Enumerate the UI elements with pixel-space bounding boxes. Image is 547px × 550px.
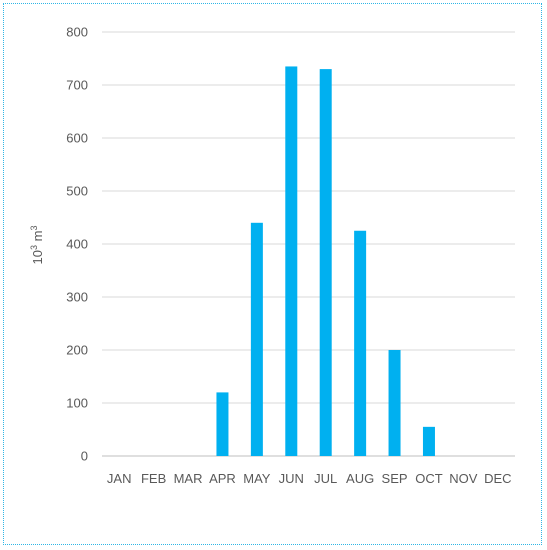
y-axis-label-base: 10 <box>30 250 45 264</box>
y-tick-label: 500 <box>66 184 88 199</box>
x-tick-label: JUL <box>314 471 337 486</box>
x-tick-label: MAY <box>243 471 271 486</box>
gridlines <box>102 31 515 457</box>
x-tick-label: MAR <box>174 471 203 486</box>
x-tick-label: JUN <box>279 471 304 486</box>
chart-frame <box>3 3 542 545</box>
bar-apr <box>216 392 229 456</box>
y-tick-label: 400 <box>66 237 88 252</box>
y-tick-label: 600 <box>66 131 88 146</box>
bar-jul <box>319 69 332 456</box>
bars <box>216 66 435 456</box>
bar-oct <box>422 426 435 456</box>
x-tick-label: DEC <box>484 471 511 486</box>
x-tick-label: AUG <box>346 471 374 486</box>
y-axis-label: 103 m3 <box>29 226 45 265</box>
x-tick-label: OCT <box>415 471 443 486</box>
y-axis-label-unit: m <box>30 231 45 245</box>
y-tick-label: 300 <box>66 290 88 305</box>
x-tick-label: JAN <box>107 471 132 486</box>
y-tick-label: 200 <box>66 343 88 358</box>
y-tick-label: 700 <box>66 78 88 93</box>
bar-may <box>250 222 263 456</box>
x-axis-ticks: JAN FEB MAR APR MAY JUN JUL AUG SEP OCT NOV DEC <box>107 471 512 486</box>
bar-sep <box>388 350 401 456</box>
y-tick-label: 0 <box>81 449 88 464</box>
x-tick-label: FEB <box>141 471 166 486</box>
x-tick-label: SEP <box>382 471 408 486</box>
y-axis-ticks: 0 100 200 300 400 500 600 700 800 <box>66 25 88 464</box>
y-tick-label: 800 <box>66 25 88 40</box>
x-tick-label: APR <box>209 471 236 486</box>
y-axis-label-exponent-2: 3 <box>29 226 39 231</box>
y-tick-label: 100 <box>66 396 88 411</box>
bar-jun <box>285 66 298 456</box>
x-tick-label: NOV <box>449 471 478 486</box>
y-axis-label-exponent-1: 3 <box>29 245 39 250</box>
bar-aug <box>354 230 367 456</box>
